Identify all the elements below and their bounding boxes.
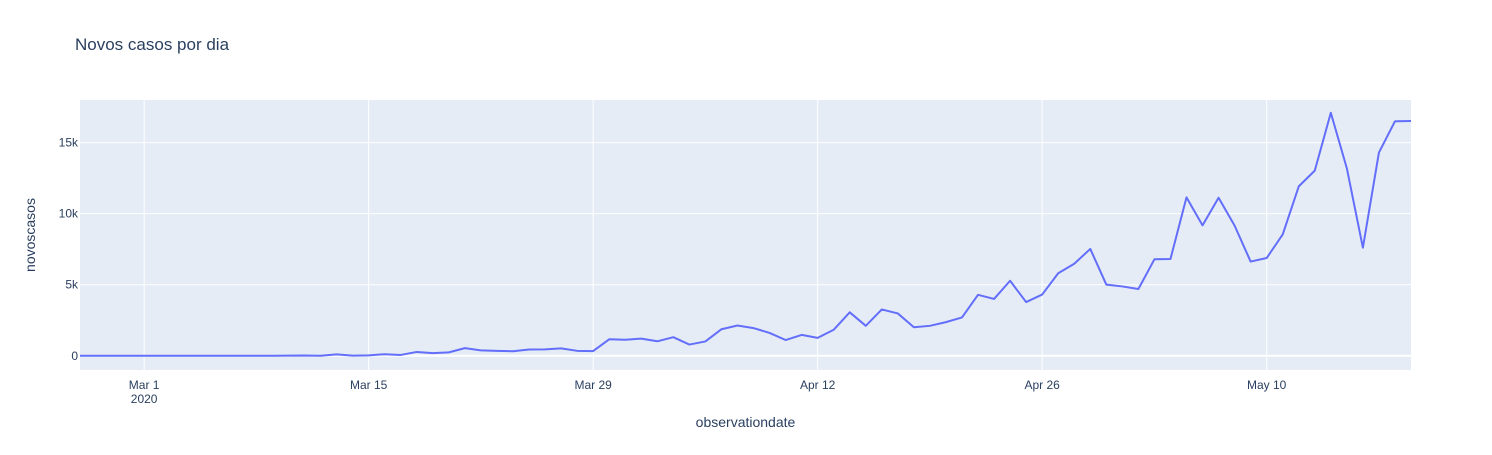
series-line [80, 111, 1411, 357]
series-layer [80, 111, 1411, 357]
y-tick-label: 15k [59, 136, 79, 150]
y-tick-label: 0 [71, 349, 78, 363]
x-tick-label: Mar 1 [129, 378, 160, 392]
y-axis-title: novoscasos [22, 198, 38, 272]
x-tick-label: Apr 26 [1024, 378, 1060, 392]
plot-area [80, 100, 1411, 370]
y-axis-ticks: 0 5k 10k 15k [59, 136, 79, 363]
x-tick-label: May 10 [1247, 378, 1287, 392]
x-tick-label: Mar 15 [350, 378, 388, 392]
y-tick-label: 5k [65, 278, 79, 292]
x-tick-label: Mar 29 [574, 378, 612, 392]
y-tick-label: 10k [59, 207, 79, 221]
x-tick-label: Apr 12 [800, 378, 836, 392]
x-axis-title: observationdate [696, 414, 796, 430]
chart-title: Novos casos por dia [75, 35, 230, 54]
x-tick-sublabel: 2020 [131, 392, 158, 406]
